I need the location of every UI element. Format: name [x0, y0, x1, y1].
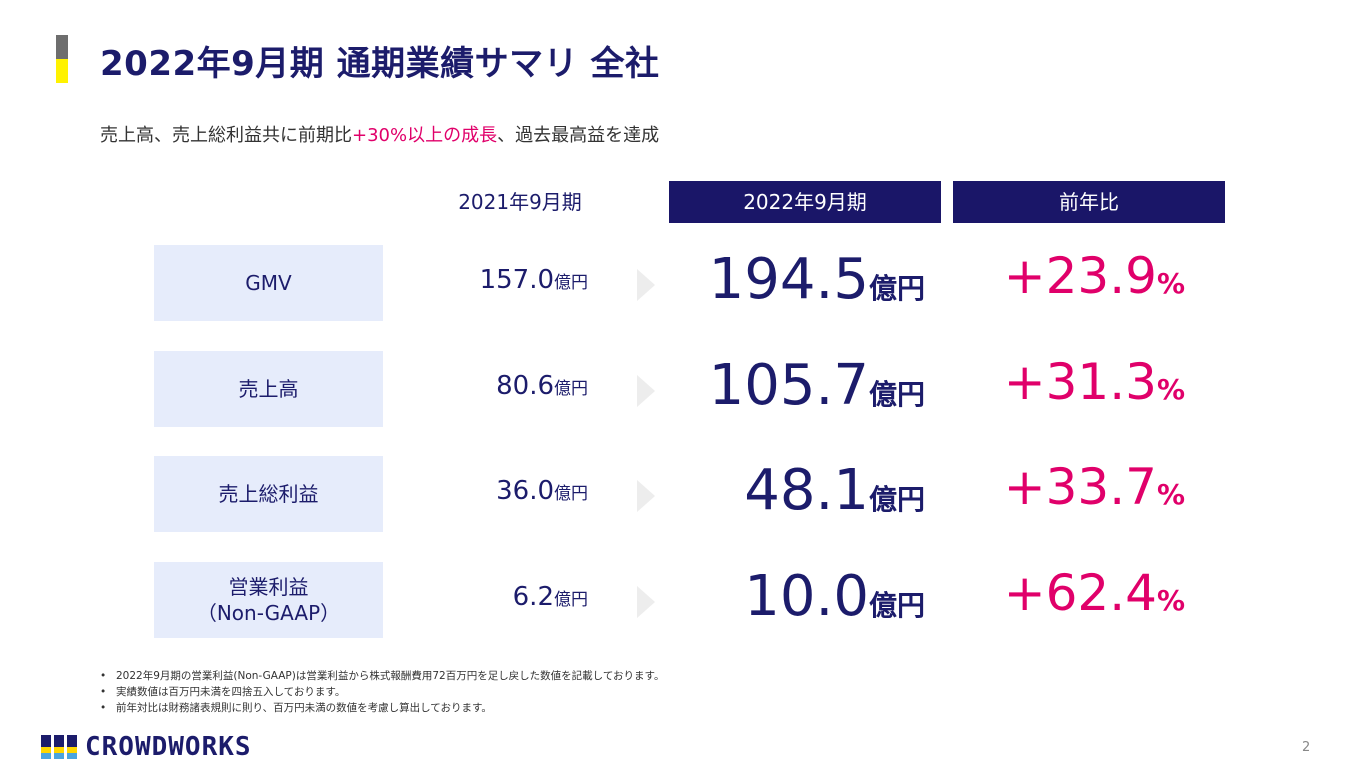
current-value: 194.5億円	[708, 247, 925, 312]
page-title: 2022年9月期 通期業績サマリ 全社	[100, 44, 660, 84]
title-accent-bar	[56, 35, 68, 83]
arrow-right-icon	[637, 586, 655, 618]
footnote: • 実績数値は百万円未満を四捨五入しております。	[100, 686, 346, 698]
metric-row-operating-profit: 営業利益 （Non-GAAP） 6.2億円 10.0億円 +62.4%	[0, 562, 1372, 640]
subtitle-highlight: +30%以上の成長	[352, 125, 498, 146]
arrow-right-icon	[637, 269, 655, 301]
footnote: • 2022年9月期の営業利益(Non-GAAP)は営業利益から株式報酬費用72百…	[100, 670, 665, 682]
logo-text: CROWDWORKS	[85, 732, 252, 762]
arrow-right-icon	[637, 375, 655, 407]
metric-label: 売上高	[154, 351, 383, 427]
metric-label: 営業利益 （Non-GAAP）	[154, 562, 383, 638]
current-value: 10.0億円	[744, 564, 925, 629]
prev-value: 80.6億円	[496, 371, 588, 401]
yoy-value: +33.7%	[1003, 458, 1185, 516]
subtitle-text-end: 、過去最高益を達成	[497, 125, 660, 146]
metric-row-gross-profit: 売上総利益 36.0億円 48.1億円 +33.7%	[0, 456, 1372, 534]
subtitle-text: 売上高、売上総利益共に前期比	[100, 125, 352, 146]
footnote: • 前年対比は財務諸表規則に則り、百万円未満の数値を考慮し算出しております。	[100, 702, 492, 714]
metric-label: 売上総利益	[154, 456, 383, 532]
column-header-yoy: 前年比	[953, 181, 1225, 223]
metric-row-revenue: 売上高 80.6億円 105.7億円 +31.3%	[0, 351, 1372, 429]
page-subtitle: 売上高、売上総利益共に前期比+30%以上の成長、過去最高益を達成	[100, 121, 659, 147]
current-value: 105.7億円	[708, 353, 925, 418]
prev-value: 6.2億円	[512, 582, 588, 612]
yoy-value: +23.9%	[1003, 247, 1185, 305]
column-header-prev-year: 2021年9月期	[458, 190, 582, 214]
prev-value: 157.0億円	[479, 265, 588, 295]
company-logo: CROWDWORKS	[41, 732, 252, 762]
page-number: 2	[1302, 740, 1311, 755]
footnotes: • 2022年9月期の営業利益(Non-GAAP)は営業利益から株式報酬費用72百…	[100, 668, 665, 716]
metric-row-gmv: GMV 157.0億円 194.5億円 +23.9%	[0, 245, 1372, 323]
current-value: 48.1億円	[744, 458, 925, 523]
metric-label: GMV	[154, 245, 383, 321]
yoy-value: +62.4%	[1003, 564, 1185, 622]
arrow-right-icon	[637, 480, 655, 512]
yoy-value: +31.3%	[1003, 353, 1185, 411]
logo-mark-icon	[41, 735, 77, 759]
column-header-current-year: 2022年9月期	[669, 181, 941, 223]
prev-value: 36.0億円	[496, 476, 588, 506]
